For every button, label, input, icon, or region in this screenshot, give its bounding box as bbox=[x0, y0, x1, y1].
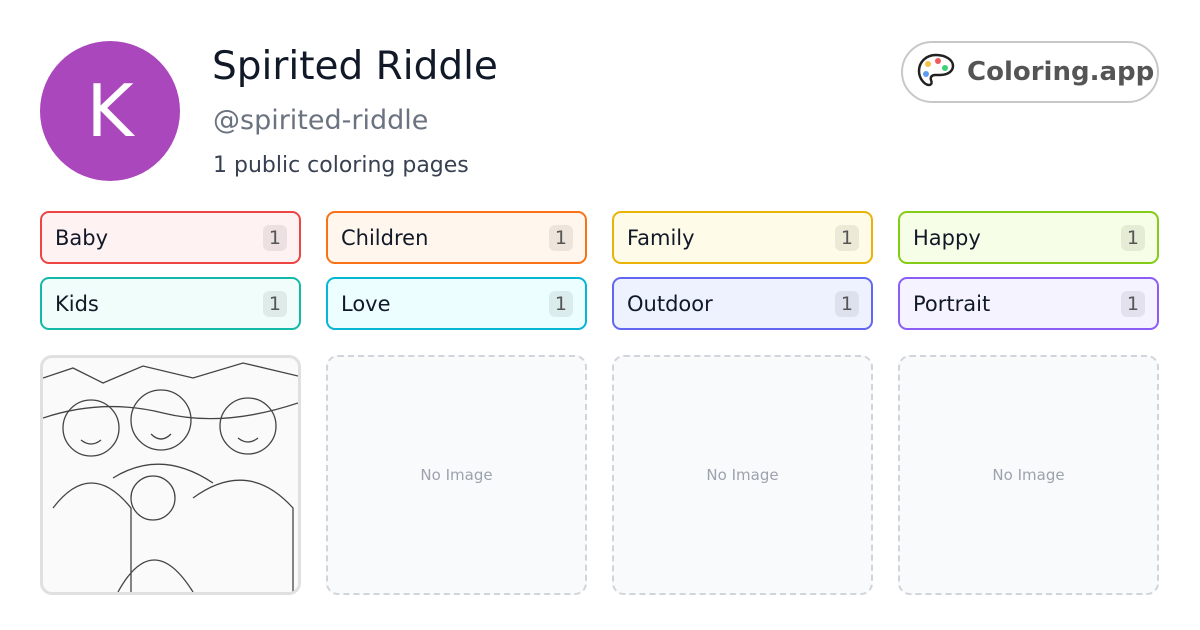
coloring-page-thumbnail[interactable] bbox=[40, 355, 301, 595]
brand-label: Coloring.app bbox=[967, 57, 1155, 87]
tag-chip[interactable]: Happy 1 bbox=[898, 211, 1159, 264]
profile-name: Spirited Riddle bbox=[212, 44, 498, 89]
tag-count: 1 bbox=[1120, 290, 1145, 317]
tag-label: Happy bbox=[913, 225, 981, 250]
empty-card[interactable]: No Image bbox=[612, 355, 873, 595]
tag-label: Family bbox=[627, 225, 695, 250]
page-grid: No Image No Image No Image bbox=[40, 355, 1159, 595]
profile-handle: @spirited-riddle bbox=[213, 105, 429, 136]
tag-label: Outdoor bbox=[627, 291, 713, 316]
no-image-label: No Image bbox=[706, 466, 779, 484]
tag-chip[interactable]: Family 1 bbox=[612, 211, 873, 264]
tag-label: Kids bbox=[55, 291, 99, 316]
empty-card[interactable]: No Image bbox=[898, 355, 1159, 595]
tag-label: Portrait bbox=[913, 291, 991, 316]
tag-chip[interactable]: Love 1 bbox=[326, 277, 587, 330]
empty-card[interactable]: No Image bbox=[326, 355, 587, 595]
palette-icon bbox=[917, 53, 955, 87]
tag-count: 1 bbox=[548, 224, 573, 251]
tag-count: 1 bbox=[834, 290, 859, 317]
tag-label: Baby bbox=[55, 225, 109, 250]
tag-chip[interactable]: Outdoor 1 bbox=[612, 277, 873, 330]
no-image-label: No Image bbox=[420, 466, 493, 484]
brand-badge[interactable]: Coloring.app bbox=[901, 41, 1159, 103]
page-count: 1 public coloring pages bbox=[213, 153, 469, 178]
tag-label: Love bbox=[341, 291, 391, 316]
tag-count: 1 bbox=[262, 290, 287, 317]
tag-count: 1 bbox=[548, 290, 573, 317]
tag-label: Children bbox=[341, 225, 429, 250]
tag-count: 1 bbox=[262, 224, 287, 251]
avatar: K bbox=[40, 41, 180, 181]
tag-chip[interactable]: Kids 1 bbox=[40, 277, 301, 330]
tag-chip[interactable]: Baby 1 bbox=[40, 211, 301, 264]
no-image-label: No Image bbox=[992, 466, 1065, 484]
tag-chip[interactable]: Portrait 1 bbox=[898, 277, 1159, 330]
tag-list: Baby 1 Children 1 Family 1 Happy 1 Kids 1 Lov… bbox=[40, 211, 1160, 330]
tag-count: 1 bbox=[1120, 224, 1145, 251]
tag-count: 1 bbox=[834, 224, 859, 251]
tag-chip[interactable]: Children 1 bbox=[326, 211, 587, 264]
